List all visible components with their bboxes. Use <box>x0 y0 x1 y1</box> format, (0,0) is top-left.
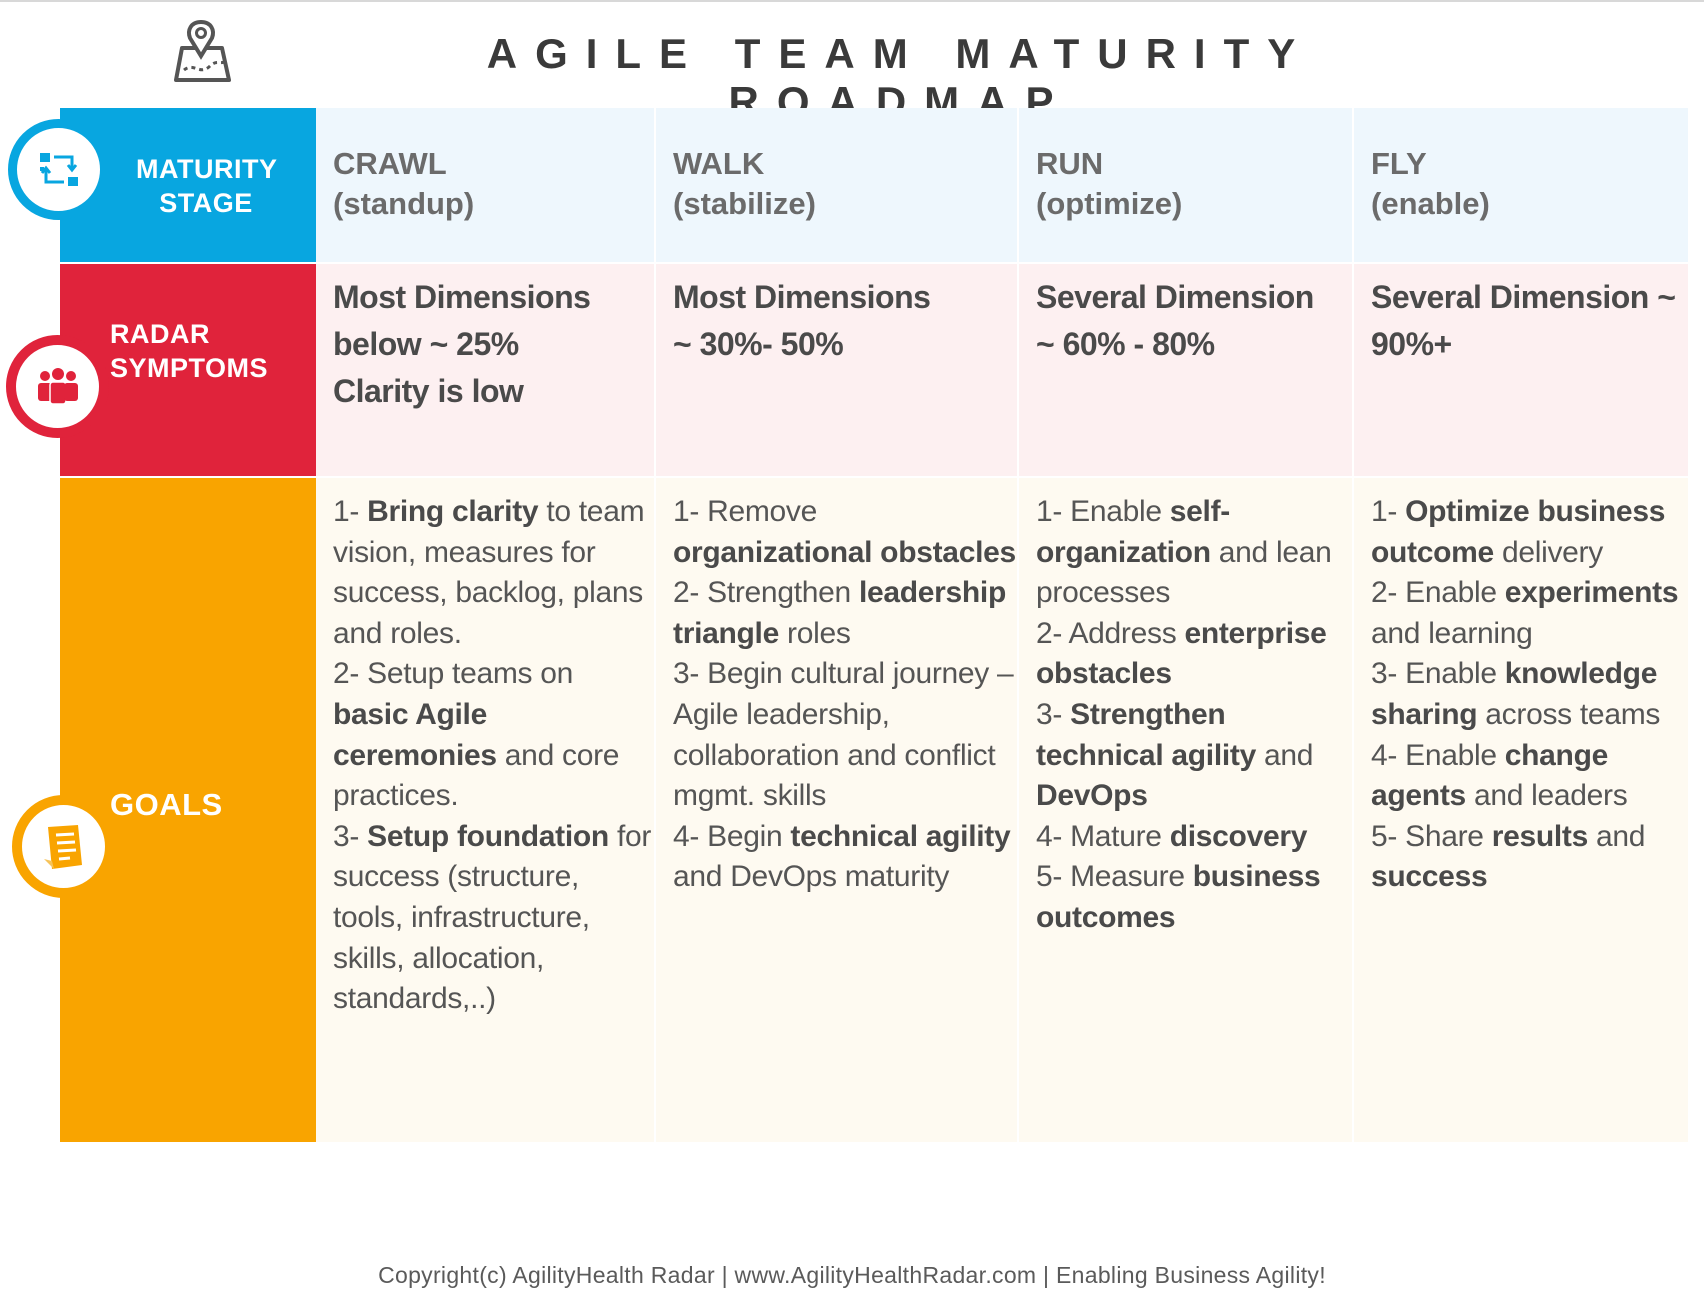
stage-name: FLY <box>1371 146 1427 181</box>
goal-text-run: 4- Mature <box>1036 819 1170 853</box>
goal-text-run: for success (structure, tools, infrastru… <box>333 819 652 1016</box>
team-icon <box>6 335 109 438</box>
maturity-stage-label-line2: STAGE <box>159 188 253 218</box>
goal-emphasis: organizational obstacles <box>673 535 1016 569</box>
goals-cell-run: 1- Enable self-organization and lean pro… <box>1019 478 1352 1142</box>
goal-text-run: and learning <box>1371 616 1533 650</box>
goal-text-run: and <box>1587 819 1646 853</box>
goal-text-run: 1- Enable <box>1036 495 1170 528</box>
goal-text-run: 3- <box>1036 697 1071 731</box>
stage-name: WALK <box>673 146 765 181</box>
goal-text-run: roles <box>778 616 851 650</box>
goal-text-run: to team vision, measures for success, ba… <box>333 495 645 650</box>
goal-emphasis: basic Agile ceremonies <box>333 697 497 772</box>
goal-text-run: and <box>1255 738 1314 772</box>
goal-text-run: and core practices. <box>333 738 620 813</box>
goal-emphasis: change agents <box>1371 738 1608 813</box>
goal-text-run: 4- Enable <box>1371 738 1505 772</box>
goal-text-run: 1- Remove <box>673 495 818 528</box>
stage-name: CRAWL <box>333 146 447 181</box>
stage-subtitle: (stabilize) <box>673 186 816 221</box>
goal-emphasis: business outcomes <box>1036 860 1321 934</box>
stage-cell-fly: FLY (enable) <box>1354 108 1688 262</box>
radar-line: below ~ 25% <box>333 326 519 362</box>
goal-text-run: 5- Share <box>1371 819 1492 853</box>
goal-emphasis: Optimize business outcome <box>1371 495 1666 569</box>
radar-cell-crawl: Most Dimensions below ~ 25% Clarity is l… <box>316 264 654 476</box>
top-divider <box>0 0 1704 2</box>
goal-text-run: 2- Enable <box>1371 576 1505 610</box>
stage-cell-crawl: CRAWL (standup) <box>316 108 654 262</box>
stage-cell-run: RUN (optimize) <box>1019 108 1352 262</box>
goal-emphasis: discovery <box>1169 819 1308 853</box>
goal-text-run: across teams <box>1477 697 1661 731</box>
stage-name: RUN <box>1036 146 1104 181</box>
goal-text-run: 3- Enable <box>1371 657 1505 691</box>
radar-line: Several Dimension ~ <box>1371 279 1676 315</box>
goal-text-run: 3- <box>333 819 368 853</box>
goals-text: 1- Optimize business outcome delivery 2- … <box>1371 492 1688 898</box>
goals-text: 1- Enable self-organization and lean pro… <box>1036 492 1352 939</box>
stage-subtitle: (optimize) <box>1036 186 1183 221</box>
radar-line: ~ 60% - 80% <box>1036 326 1215 362</box>
goal-text-run: and leaders <box>1465 779 1628 813</box>
goal-emphasis: self-organization <box>1036 495 1230 569</box>
checklist-icon <box>12 795 115 898</box>
goal-emphasis: knowledge sharing <box>1371 657 1658 731</box>
radar-line: 90%+ <box>1371 326 1452 362</box>
goal-text-run: 1- <box>1371 495 1406 528</box>
radar-cell-walk: Most Dimensions ~ 30%- 50% <box>656 264 1017 476</box>
goal-emphasis: experiments <box>1504 576 1679 610</box>
goal-text-run: 2- Strengthen <box>673 576 859 610</box>
goals-label-text: GOALS <box>110 787 223 822</box>
radar-line: ~ 30%- 50% <box>673 326 844 362</box>
goal-emphasis: Bring clarity <box>367 495 539 528</box>
goals-cell-crawl: 1- Bring clarity to team vision, measure… <box>316 478 654 1142</box>
goals-cell-fly: 1- Optimize business outcome delivery 2- … <box>1354 478 1688 1142</box>
goal-text-run: 1- <box>333 495 368 528</box>
goal-emphasis: Setup foundation <box>367 819 609 853</box>
goal-emphasis: technical agility <box>790 819 1011 853</box>
goal-emphasis: results <box>1491 819 1589 853</box>
radar-cell-run: Several Dimension ~ 60% - 80% <box>1019 264 1352 476</box>
goals-text: 1- Bring clarity to team vision, measure… <box>333 492 654 1020</box>
goal-text-run: 2- Address <box>1036 616 1185 650</box>
maturity-stage-label-line1: MATURITY <box>136 154 278 184</box>
stage-subtitle: (enable) <box>1371 186 1490 221</box>
goal-text-run: delivery <box>1493 535 1603 569</box>
map-pin-icon <box>166 18 238 84</box>
radar-line: Clarity is low <box>333 373 524 409</box>
stage-subtitle: (standup) <box>333 186 475 221</box>
goal-text-run: 4- Begin <box>673 819 791 853</box>
goal-text-run: and DevOps maturity <box>673 860 950 894</box>
radar-cell-fly: Several Dimension ~ 90%+ <box>1354 264 1688 476</box>
goal-text-run: and lean processes <box>1036 535 1332 610</box>
radar-symptoms-label-line1: RADAR <box>110 319 210 349</box>
radar-line: Most Dimensions <box>333 279 591 315</box>
radar-line: Most Dimensions <box>673 279 931 315</box>
goal-emphasis: success <box>1371 860 1488 894</box>
goal-text-run: 3- Begin cultural journey – Agile leader… <box>673 657 1014 813</box>
radar-symptoms-label-line2: SYMPTOMS <box>110 353 269 383</box>
maturity-stage-label: MATURITY STAGE <box>60 108 316 262</box>
goal-text-run: 5- Measure <box>1036 860 1193 894</box>
goals-label: GOALS <box>60 478 316 1142</box>
goal-emphasis: DevOps <box>1036 779 1148 813</box>
copyright-footer: Copyright(c) AgilityHealth Radar | www.A… <box>378 1262 1326 1288</box>
goal-emphasis: leadership triangle <box>673 576 1006 650</box>
stage-cell-walk: WALK (stabilize) <box>656 108 1017 262</box>
workflow-icon <box>8 119 109 220</box>
goal-emphasis: enterprise obstacles <box>1036 616 1327 691</box>
radar-line: Several Dimension <box>1036 279 1314 315</box>
goals-text: 1- Remove organizational obstacles 2- Str… <box>673 492 1017 898</box>
goal-emphasis: Strengthen technical agility <box>1036 697 1256 772</box>
goals-cell-walk: 1- Remove organizational obstacles 2- Str… <box>656 478 1017 1142</box>
goal-text-run: 2- Setup teams on <box>333 657 574 691</box>
